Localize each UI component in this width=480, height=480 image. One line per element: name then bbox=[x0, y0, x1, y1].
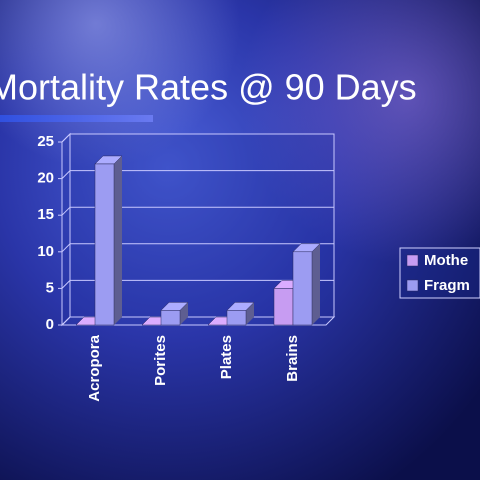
bar-front bbox=[273, 288, 294, 326]
bar bbox=[94, 155, 123, 326]
bar-front bbox=[160, 310, 181, 326]
grid-line bbox=[61, 243, 334, 253]
y-tick-label: 5 bbox=[46, 279, 54, 296]
bar-side bbox=[312, 243, 320, 325]
grid-line bbox=[61, 206, 334, 216]
bar bbox=[292, 243, 321, 326]
bar-side bbox=[180, 302, 188, 325]
y-tick-label: 15 bbox=[37, 206, 54, 223]
legend-swatch bbox=[406, 254, 419, 267]
grid-line bbox=[61, 279, 334, 289]
x-tick-label: Porites bbox=[152, 335, 169, 386]
bar-front bbox=[94, 163, 115, 326]
side-wall bbox=[61, 132, 71, 327]
legend-label: Mothe bbox=[424, 252, 468, 269]
y-tick-label: 0 bbox=[46, 316, 54, 333]
bar-front bbox=[292, 251, 313, 326]
bar-side bbox=[114, 155, 122, 325]
bar-side bbox=[246, 302, 254, 325]
bar-front bbox=[226, 310, 247, 326]
grid-line bbox=[61, 170, 334, 179]
y-tick-label: 20 bbox=[37, 170, 54, 187]
grid-line bbox=[61, 133, 334, 143]
x-tick-label: Acropora bbox=[86, 334, 103, 401]
plot-area: 0 5 10 15 20 25 Acropora Porites Plates Brains bbox=[37, 132, 336, 402]
bar bbox=[160, 302, 189, 326]
legend-label: Fragm bbox=[424, 277, 470, 294]
bar bbox=[226, 302, 255, 326]
x-tick-label: Plates bbox=[218, 335, 235, 379]
y-tick-label: 25 bbox=[37, 133, 54, 150]
title-rule bbox=[0, 115, 153, 122]
chart-title: Mortality Rates @ 90 Days bbox=[0, 67, 417, 108]
x-tick-label: Brains bbox=[284, 335, 301, 382]
legend-swatch bbox=[406, 279, 419, 292]
y-tick-label: 10 bbox=[37, 243, 54, 260]
